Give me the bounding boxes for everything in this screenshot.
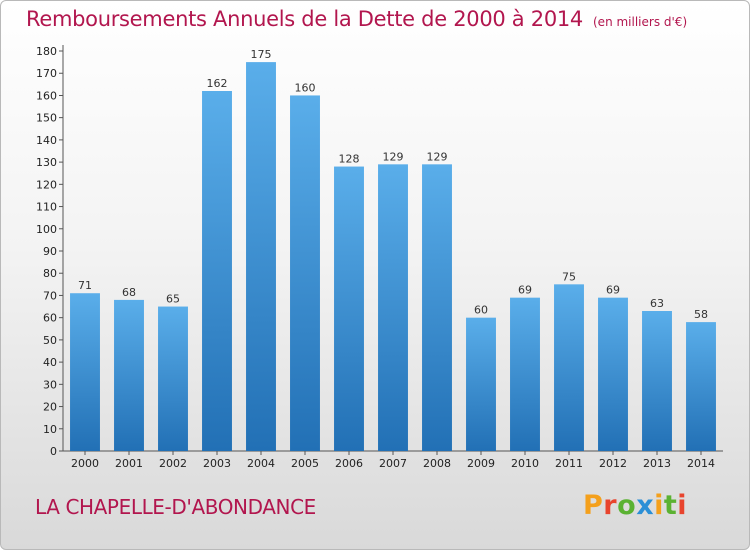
- y-tick-label: 30: [43, 378, 57, 391]
- logo-letter: i: [677, 490, 688, 521]
- x-tick-label: 2009: [467, 457, 495, 470]
- bar: [246, 62, 276, 451]
- bar: [378, 164, 408, 452]
- bar: [510, 297, 540, 451]
- x-tick-label: 2003: [203, 457, 231, 470]
- x-tick-label: 2007: [379, 457, 407, 470]
- data-label: 162: [207, 77, 228, 90]
- y-tick-label: 120: [36, 178, 57, 191]
- place-name: LA CHAPELLE-D'ABONDANCE: [35, 495, 316, 519]
- y-tick-label: 40: [43, 356, 57, 369]
- logo-letter: P: [583, 490, 604, 521]
- y-tick-label: 50: [43, 334, 57, 347]
- bar: [686, 322, 716, 451]
- proxiti-logo: Proxiti: [583, 490, 687, 521]
- data-label: 129: [427, 150, 448, 163]
- x-tick-label: 2000: [71, 457, 99, 470]
- data-label: 71: [78, 279, 92, 292]
- data-label: 175: [251, 48, 272, 61]
- y-tick-label: 70: [43, 289, 57, 302]
- y-tick-label: 110: [36, 201, 57, 214]
- y-tick-label: 150: [36, 112, 57, 125]
- y-tick-label: 170: [36, 67, 57, 80]
- x-tick-label: 2012: [599, 457, 627, 470]
- data-label: 160: [295, 81, 316, 94]
- logo-letter: o: [617, 490, 637, 521]
- data-label: 58: [694, 308, 708, 321]
- data-label: 63: [650, 297, 664, 310]
- x-tick-label: 2005: [291, 457, 319, 470]
- y-tick-label: 10: [43, 423, 57, 436]
- y-tick-label: 60: [43, 312, 57, 325]
- x-tick-label: 2014: [687, 457, 715, 470]
- x-tick-label: 2013: [643, 457, 671, 470]
- bar: [334, 166, 364, 452]
- logo-letter: t: [663, 490, 678, 521]
- bar: [290, 95, 320, 451]
- data-label: 129: [383, 150, 404, 163]
- bar: [70, 293, 100, 451]
- y-tick-label: 0: [50, 445, 57, 458]
- bar: [422, 164, 452, 452]
- y-tick-label: 140: [36, 134, 57, 147]
- data-label: 60: [474, 304, 488, 317]
- logo-letter: x: [636, 490, 655, 521]
- x-tick-label: 2010: [511, 457, 539, 470]
- chart-title-main: Remboursements Annuels de la Dette de 20…: [26, 7, 583, 31]
- y-tick-label: 20: [43, 401, 57, 414]
- data-label: 69: [518, 284, 532, 297]
- x-tick-label: 2001: [115, 457, 143, 470]
- y-tick-label: 130: [36, 156, 57, 169]
- x-tick-label: 2006: [335, 457, 363, 470]
- data-label: 128: [339, 153, 360, 166]
- bar: [114, 299, 144, 451]
- bar: [642, 311, 672, 451]
- x-tick-label: 2002: [159, 457, 187, 470]
- bar: [598, 297, 628, 451]
- bar: [466, 317, 496, 451]
- y-tick-label: 100: [36, 223, 57, 236]
- y-tick-label: 160: [36, 89, 57, 102]
- data-label: 75: [562, 270, 576, 283]
- x-tick-label: 2008: [423, 457, 451, 470]
- data-label: 65: [166, 293, 180, 306]
- chart-title: Remboursements Annuels de la Dette de 20…: [26, 7, 687, 31]
- bar: [202, 91, 232, 451]
- y-tick-label: 90: [43, 245, 57, 258]
- data-label: 69: [606, 284, 620, 297]
- logo-letter: i: [654, 490, 664, 521]
- y-tick-label: 80: [43, 267, 57, 280]
- x-tick-label: 2004: [247, 457, 275, 470]
- y-tick-label: 180: [36, 45, 57, 58]
- bar: [554, 284, 584, 451]
- x-tick-label: 2011: [555, 457, 583, 470]
- chart-title-unit: (en milliers d'€): [593, 15, 688, 29]
- bar: [158, 306, 188, 451]
- logo-letter: r: [603, 490, 618, 521]
- data-label: 68: [122, 286, 136, 299]
